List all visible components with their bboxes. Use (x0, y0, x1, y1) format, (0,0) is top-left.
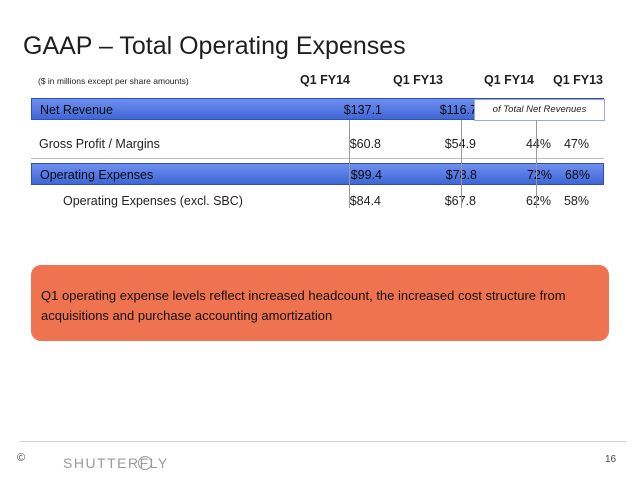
percent-q1fy14: 72% (526, 168, 552, 182)
row-label: Operating Expenses (excl. SBC) (63, 194, 243, 208)
column-divider (536, 120, 537, 208)
logo-mark-icon (138, 456, 152, 470)
value-q1fy13: $116.7 (439, 103, 477, 117)
percent-q1fy13: 47% (563, 137, 589, 151)
commentary-callout: Q1 operating expense levels reflect incr… (31, 265, 609, 341)
table-row-net-revenue: Net Revenue $137.1 $116.7 of Total Net R… (31, 98, 605, 121)
row-label: Operating Expenses (40, 168, 154, 182)
value-q1fy14: $99.4 (350, 168, 382, 182)
value-q1fy13: $67.8 (376, 194, 476, 208)
value-q1fy14: $60.8 (349, 137, 381, 151)
column-header-pct-q1fy13: Q1 FY13 (552, 73, 604, 87)
column-divider (461, 120, 462, 208)
column-header-pct-q1fy14: Q1 FY14 (483, 73, 535, 87)
percent-q1fy13: 68% (564, 168, 590, 182)
percent-q1fy14: 62% (525, 194, 551, 208)
value-q1fy13: $54.9 (376, 137, 476, 151)
row-divider (31, 158, 604, 159)
value-q1fy14: $84.4 (349, 194, 381, 208)
slide-title: GAAP – Total Operating Expenses (23, 32, 406, 60)
column-divider (349, 120, 350, 208)
column-header-q1fy13: Q1 FY13 (392, 73, 444, 87)
table-row-operating-expenses-excl-sbc: Operating Expenses (excl. SBC) $84.4 $67… (31, 190, 604, 212)
value-q1fy14: $137.1 (343, 103, 382, 117)
percent-q1fy13: 58% (563, 194, 589, 208)
value-q1fy13: $78.8 (377, 168, 477, 182)
shutterfly-logo: SHUTTERFLY (63, 455, 169, 471)
row-label: Net Revenue (40, 103, 113, 117)
page-number: 16 (605, 454, 617, 465)
copyright-symbol: © (17, 452, 26, 464)
percent-q1fy14: 44% (525, 137, 551, 151)
table-row-operating-expenses: Operating Expenses $99.4 $78.8 72% 68% (31, 163, 604, 185)
table-row-gross-profit: Gross Profit / Margins $60.8 $54.9 44% 4… (31, 133, 604, 155)
row-label: Gross Profit / Margins (39, 137, 160, 151)
units-note: ($ in millions except per share amounts) (38, 76, 189, 86)
footer-divider (20, 441, 626, 442)
percent-of-revenue-note: of Total Net Revenues (474, 99, 605, 121)
column-header-q1fy14: Q1 FY14 (299, 73, 351, 87)
